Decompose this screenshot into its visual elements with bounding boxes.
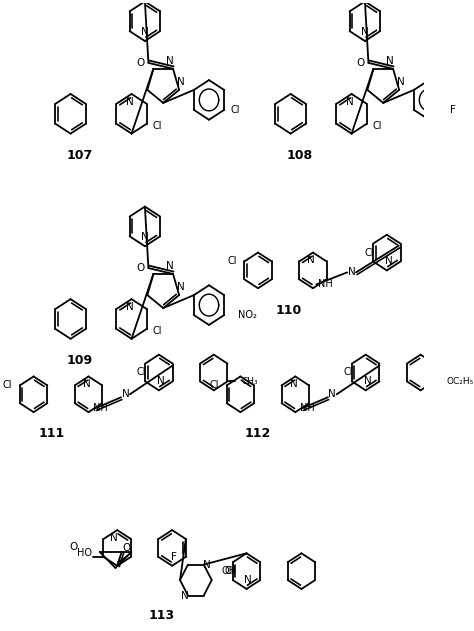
Text: O: O [122, 543, 130, 553]
Text: N: N [83, 379, 91, 389]
Text: Cl: Cl [137, 367, 146, 377]
Text: N: N [245, 575, 252, 585]
Text: O: O [70, 542, 78, 552]
Text: N: N [181, 591, 188, 601]
Text: F: F [171, 552, 177, 562]
Text: F: F [450, 105, 456, 115]
Text: N: N [110, 533, 118, 543]
Text: CH₃: CH₃ [242, 377, 258, 386]
Text: N: N [121, 389, 129, 399]
Text: N: N [385, 256, 392, 266]
Text: N: N [386, 56, 393, 66]
Text: 112: 112 [245, 427, 271, 440]
Text: O: O [137, 58, 145, 68]
Text: N: N [157, 377, 164, 386]
Text: O: O [137, 263, 145, 273]
Text: Cl: Cl [210, 380, 219, 391]
Text: N: N [364, 377, 371, 386]
Text: N: N [126, 97, 134, 107]
Text: Cl: Cl [373, 121, 382, 131]
Text: N: N [307, 256, 315, 266]
Text: 113: 113 [148, 609, 174, 622]
Text: NH: NH [300, 403, 315, 413]
Text: Cl: Cl [365, 247, 374, 257]
Text: Cl: Cl [153, 326, 162, 336]
Text: Cl: Cl [3, 380, 12, 391]
Text: Cl: Cl [227, 256, 237, 266]
Text: N: N [166, 261, 173, 271]
Text: N: N [348, 268, 356, 278]
Text: N: N [177, 282, 185, 292]
Text: N: N [126, 302, 134, 312]
Text: N: N [203, 560, 211, 570]
Text: 111: 111 [38, 427, 64, 440]
Text: NH: NH [318, 280, 333, 289]
Text: Cl: Cl [344, 367, 353, 377]
Text: HO: HO [77, 548, 91, 558]
Text: 107: 107 [66, 149, 92, 162]
Text: N: N [290, 379, 297, 389]
Text: 109: 109 [66, 354, 92, 367]
Text: Cl: Cl [230, 105, 239, 115]
Text: NO₂: NO₂ [238, 310, 257, 320]
Text: 108: 108 [286, 149, 312, 162]
Text: N: N [141, 27, 149, 37]
Text: N: N [177, 77, 185, 87]
Text: NH: NH [93, 403, 108, 413]
Text: N: N [141, 232, 149, 242]
Text: N: N [397, 77, 405, 87]
Text: N: N [328, 389, 336, 399]
Text: 110: 110 [276, 304, 302, 317]
Text: Cl: Cl [153, 121, 162, 131]
Text: N: N [361, 27, 369, 37]
Text: N: N [166, 56, 173, 66]
Text: N: N [346, 97, 354, 107]
Text: OH: OH [222, 566, 237, 576]
Text: OC₂H₅: OC₂H₅ [447, 377, 474, 386]
Text: Cl: Cl [225, 566, 234, 576]
Text: O: O [356, 58, 365, 68]
